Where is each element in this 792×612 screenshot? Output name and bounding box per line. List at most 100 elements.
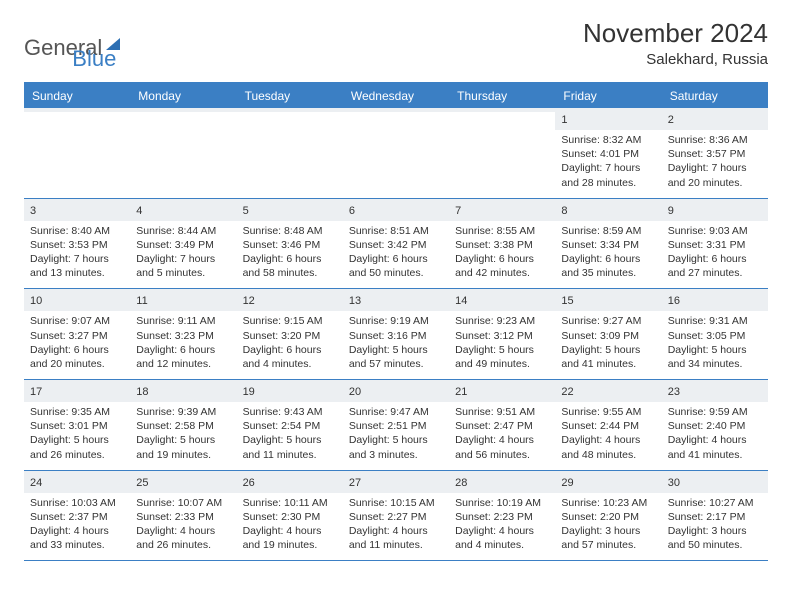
day-info: Sunrise: 9:51 AMSunset: 2:47 PMDaylight:… [455,405,549,462]
day-info: Sunrise: 10:27 AMSunset: 2:17 PMDaylight… [668,496,762,553]
daynum-row: 8 [555,199,661,221]
sunset-text: Sunset: 3:31 PM [668,238,762,252]
day-cell: 19Sunrise: 9:43 AMSunset: 2:54 PMDayligh… [237,380,343,470]
sunrise-text: Sunrise: 8:36 AM [668,133,762,147]
day-info: Sunrise: 8:59 AMSunset: 3:34 PMDaylight:… [561,224,655,281]
day-number: 29 [561,477,573,489]
day-info: Sunrise: 9:55 AMSunset: 2:44 PMDaylight:… [561,405,655,462]
daylight-text: Daylight: 5 hours and 49 minutes. [455,343,549,371]
sunrise-text: Sunrise: 9:39 AM [136,405,230,419]
day-cell: 8 Sunrise: 8:59 AMSunset: 3:34 PMDaylight… [555,199,661,289]
daynum-row: 21 [449,380,555,402]
sunset-text: Sunset: 2:44 PM [561,419,655,433]
daynum-row: 1 [555,108,661,130]
sunrise-text: Sunrise: 9:27 AM [561,314,655,328]
day-number: 9 [668,205,674,217]
day-info: Sunrise: 9:35 AMSunset: 3:01 PMDaylight:… [30,405,124,462]
day-info: Sunrise: 9:59 AMSunset: 2:40 PMDaylight:… [668,405,762,462]
sunrise-text: Sunrise: 8:44 AM [136,224,230,238]
day-cell: 12Sunrise: 9:15 AMSunset: 3:20 PMDayligh… [237,289,343,379]
sunset-text: Sunset: 3:34 PM [561,238,655,252]
daylight-text: Daylight: 4 hours and 19 minutes. [243,524,337,552]
sunrise-text: Sunrise: 10:19 AM [455,496,549,510]
day-number: 3 [30,205,36,217]
daynum-row: 29 [555,471,661,493]
sunset-text: Sunset: 2:30 PM [243,510,337,524]
day-cell: 26Sunrise: 10:11 AMSunset: 2:30 PMDaylig… [237,471,343,561]
day-number: 26 [243,477,255,489]
day-cell: 29Sunrise: 10:23 AMSunset: 2:20 PMDaylig… [555,471,661,561]
sunrise-text: Sunrise: 10:07 AM [136,496,230,510]
sunrise-text: Sunrise: 9:15 AM [243,314,337,328]
sunset-text: Sunset: 3:23 PM [136,329,230,343]
day-cell: 6Sunrise: 8:51 AMSunset: 3:42 PMDaylight… [343,199,449,289]
sunrise-text: Sunrise: 9:19 AM [349,314,443,328]
daylight-text: Daylight: 6 hours and 50 minutes. [349,252,443,280]
day-cell [449,108,555,198]
daynum-row: 13 [343,289,449,311]
day-number: 7 [455,205,461,217]
daynum-row: 17 [24,380,130,402]
day-number: 30 [668,477,680,489]
dow-monday: Monday [130,84,236,108]
daynum-row: 14 [449,289,555,311]
daynum-row: 20 [343,380,449,402]
sunrise-text: Sunrise: 9:31 AM [668,314,762,328]
day-number: 10 [30,295,42,307]
day-info: Sunrise: 9:39 AMSunset: 2:58 PMDaylight:… [136,405,230,462]
daylight-text: Daylight: 6 hours and 58 minutes. [243,252,337,280]
daylight-text: Daylight: 4 hours and 56 minutes. [455,433,549,461]
daylight-text: Daylight: 4 hours and 41 minutes. [668,433,762,461]
day-cell: 3Sunrise: 8:40 AMSunset: 3:53 PMDaylight… [24,199,130,289]
sunrise-text: Sunrise: 8:48 AM [243,224,337,238]
sunset-text: Sunset: 2:40 PM [668,419,762,433]
sunrise-text: Sunrise: 9:51 AM [455,405,549,419]
day-info: Sunrise: 8:32 AMSunset: 4:01 PMDaylight:… [561,133,655,190]
daynum-row: 11 [130,289,236,311]
daynum-row: 23 [662,380,768,402]
day-cell: 7Sunrise: 8:55 AMSunset: 3:38 PMDaylight… [449,199,555,289]
daynum-row: 30 [662,471,768,493]
daylight-text: Daylight: 5 hours and 41 minutes. [561,343,655,371]
sunset-text: Sunset: 3:53 PM [30,238,124,252]
logo: General Blue [24,18,116,72]
sunrise-text: Sunrise: 8:55 AM [455,224,549,238]
day-info: Sunrise: 10:07 AMSunset: 2:33 PMDaylight… [136,496,230,553]
day-info: Sunrise: 9:47 AMSunset: 2:51 PMDaylight:… [349,405,443,462]
day-cell [130,108,236,198]
daynum-row [343,108,449,112]
daynum-row: 28 [449,471,555,493]
day-number: 28 [455,477,467,489]
daynum-row [24,108,130,112]
day-cell: 5Sunrise: 8:48 AMSunset: 3:46 PMDaylight… [237,199,343,289]
day-cell: 23 Sunrise: 9:59 AMSunset: 2:40 PMDayligh… [662,380,768,470]
day-cell: 11 Sunrise: 9:11 AMSunset: 3:23 PMDayligh… [130,289,236,379]
day-info: Sunrise: 9:11 AMSunset: 3:23 PMDaylight:… [136,314,230,371]
calendar: Sunday Monday Tuesday Wednesday Thursday… [24,82,768,561]
daylight-text: Daylight: 5 hours and 57 minutes. [349,343,443,371]
sunrise-text: Sunrise: 10:27 AM [668,496,762,510]
day-info: Sunrise: 8:51 AMSunset: 3:42 PMDaylight:… [349,224,443,281]
day-info: Sunrise: 10:19 AMSunset: 2:23 PMDaylight… [455,496,549,553]
sunset-text: Sunset: 3:01 PM [30,419,124,433]
daynum-row: 10 [24,289,130,311]
day-cell: 4Sunrise: 8:44 AMSunset: 3:49 PMDaylight… [130,199,236,289]
sunset-text: Sunset: 3:46 PM [243,238,337,252]
daynum-row: 12 [237,289,343,311]
sunrise-text: Sunrise: 9:55 AM [561,405,655,419]
header: General Blue November 2024 Salekhard, Ru… [24,18,768,72]
day-cell: 16Sunrise: 9:31 AMSunset: 3:05 PMDayligh… [662,289,768,379]
daynum-row: 16 [662,289,768,311]
day-info: Sunrise: 9:07 AMSunset: 3:27 PMDaylight:… [30,314,124,371]
day-info: Sunrise: 9:23 AMSunset: 3:12 PMDaylight:… [455,314,549,371]
sunset-text: Sunset: 4:01 PM [561,147,655,161]
daylight-text: Daylight: 6 hours and 12 minutes. [136,343,230,371]
dow-row: Sunday Monday Tuesday Wednesday Thursday… [24,84,768,108]
daylight-text: Daylight: 4 hours and 26 minutes. [136,524,230,552]
dow-thursday: Thursday [449,84,555,108]
daylight-text: Daylight: 3 hours and 57 minutes. [561,524,655,552]
sunrise-text: Sunrise: 10:03 AM [30,496,124,510]
sunset-text: Sunset: 3:27 PM [30,329,124,343]
sunrise-text: Sunrise: 9:03 AM [668,224,762,238]
sunset-text: Sunset: 3:42 PM [349,238,443,252]
